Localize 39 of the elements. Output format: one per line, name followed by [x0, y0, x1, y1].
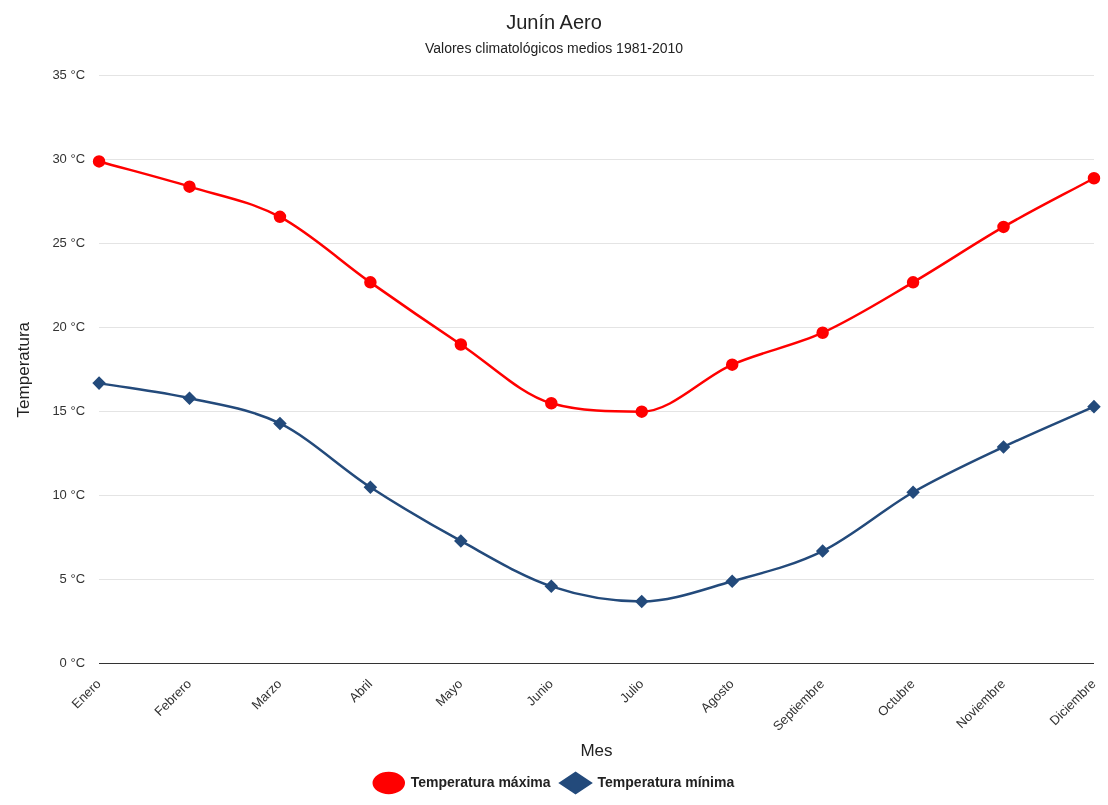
- y-tick-label: 20 °C: [52, 319, 86, 335]
- point: [92, 155, 106, 168]
- point: [92, 376, 106, 390]
- chart-subtitle: Valores climatológicos medios 1981-2010: [424, 40, 684, 57]
- point: [997, 440, 1010, 454]
- point: [906, 486, 920, 499]
- point: [545, 397, 558, 410]
- y-tick-label: 25 °C: [52, 235, 86, 251]
- point: [816, 326, 829, 339]
- y-tick-label: 35 °C: [52, 67, 86, 83]
- point: [1087, 171, 1101, 185]
- point: [635, 405, 648, 418]
- point: [364, 480, 377, 494]
- point: [725, 575, 739, 588]
- point: [454, 534, 468, 548]
- y-tick-label: 5 °C: [59, 571, 86, 587]
- legend-label: Temperatura máxima: [410, 773, 551, 790]
- x-tick-label: Julio: [616, 676, 647, 706]
- point: [816, 544, 829, 558]
- y-axis-title: Temperatura: [13, 321, 33, 418]
- y-tick-label: 15 °C: [52, 403, 86, 419]
- point: [273, 210, 287, 224]
- point: [183, 180, 196, 193]
- y-tick-label: 30 °C: [52, 151, 86, 167]
- point: [364, 276, 377, 289]
- point: [1087, 400, 1101, 413]
- point: [997, 220, 1010, 234]
- point: [183, 391, 196, 405]
- point: [545, 580, 558, 593]
- point: [725, 358, 739, 371]
- point: [273, 417, 287, 430]
- point: [906, 276, 920, 289]
- chart-title: Junín Aero: [506, 10, 602, 33]
- point: [454, 338, 468, 351]
- point: [635, 595, 648, 608]
- y-tick-label: 10 °C: [52, 487, 86, 503]
- legend-label: Temperatura mínima: [597, 773, 735, 790]
- y-tick-label: 0 °C: [59, 655, 86, 671]
- x-axis-title: Mes: [580, 741, 613, 761]
